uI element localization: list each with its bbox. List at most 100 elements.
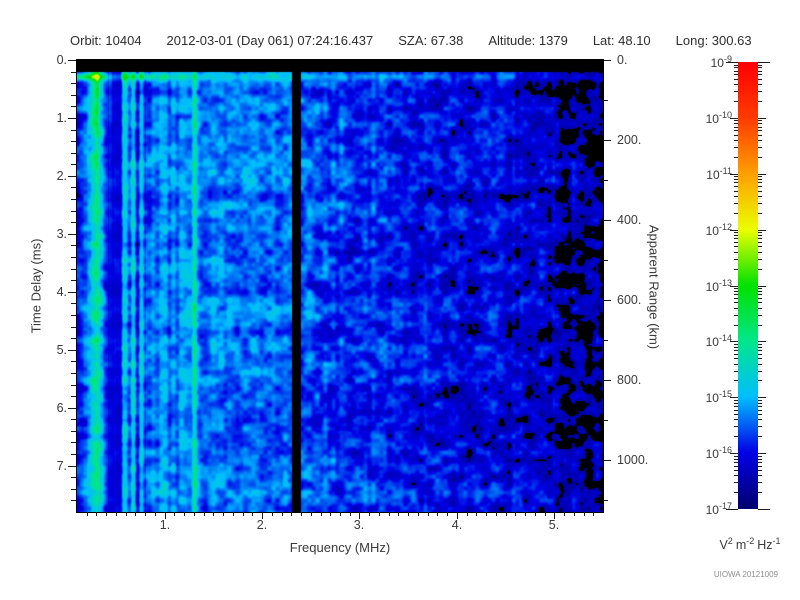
tick <box>135 512 136 516</box>
tick <box>734 203 738 204</box>
credit-text: UIOWA 20121009 <box>713 570 778 579</box>
tick <box>758 288 762 289</box>
tick <box>758 286 766 287</box>
tick <box>165 512 166 519</box>
tick-label: 4. <box>451 518 463 532</box>
tick <box>734 127 738 128</box>
tick <box>734 288 738 289</box>
colorbar-tick-label: 10-9 <box>710 54 732 70</box>
tick <box>398 512 399 516</box>
tick <box>71 257 76 258</box>
tick <box>758 426 762 427</box>
tick-label: 2. <box>256 518 268 532</box>
tick <box>758 140 762 141</box>
tick <box>68 234 76 235</box>
tick <box>71 164 76 165</box>
tick <box>758 371 762 372</box>
tick <box>564 512 565 516</box>
tick <box>734 436 738 437</box>
header-field: Lat: 48.10 <box>592 33 651 48</box>
tick <box>408 512 409 516</box>
tick <box>758 130 762 131</box>
tick <box>734 101 738 102</box>
tick <box>603 340 608 341</box>
tick <box>758 315 762 316</box>
tick <box>71 442 76 443</box>
tick <box>71 338 76 339</box>
tick <box>71 385 76 386</box>
tick <box>447 512 448 516</box>
tick <box>734 456 738 457</box>
tick <box>71 222 76 223</box>
tick <box>758 344 762 345</box>
tick <box>603 140 611 141</box>
tick <box>330 512 331 516</box>
tick <box>734 238 738 239</box>
tick <box>71 373 76 374</box>
tick <box>603 500 608 501</box>
tick <box>758 252 762 253</box>
tick <box>758 347 762 348</box>
tick <box>734 466 738 467</box>
tick <box>758 176 762 177</box>
tick <box>734 269 738 270</box>
tick <box>584 512 585 516</box>
tick <box>734 350 738 351</box>
tick <box>758 459 762 460</box>
tick <box>71 477 76 478</box>
tick <box>758 127 762 128</box>
tick <box>758 397 766 398</box>
tick <box>506 512 507 516</box>
tick <box>68 176 76 177</box>
tick <box>71 153 76 154</box>
tick <box>71 454 76 455</box>
tick <box>758 341 766 342</box>
tick <box>71 83 76 84</box>
tick <box>734 79 738 80</box>
tick <box>758 298 762 299</box>
tick <box>758 419 762 420</box>
tick <box>252 512 253 516</box>
tick-label: 400. <box>617 213 642 227</box>
tick <box>734 191 738 192</box>
tick-label: 3. <box>56 227 67 241</box>
tick-label: 3. <box>353 518 365 532</box>
tick <box>758 400 762 401</box>
tick <box>603 220 611 221</box>
tick <box>71 327 76 328</box>
tick <box>184 512 185 516</box>
tick <box>593 512 594 516</box>
tick <box>758 291 762 292</box>
tick <box>758 135 762 136</box>
tick <box>155 512 156 516</box>
tick <box>213 512 214 516</box>
tick <box>734 426 738 427</box>
tick <box>603 300 611 301</box>
tick <box>71 245 76 246</box>
tick <box>734 182 738 183</box>
tick <box>758 380 762 381</box>
tick <box>758 118 766 119</box>
spectrogram-canvas <box>77 60 603 512</box>
tick <box>758 235 762 236</box>
tick <box>730 286 738 287</box>
tick <box>428 512 429 516</box>
tick <box>68 350 76 351</box>
header-field: 2012-03-01 (Day 061) 07:24:16.437 <box>166 33 374 48</box>
tick <box>301 512 302 516</box>
tick <box>71 95 76 96</box>
tick <box>734 147 738 148</box>
tick <box>734 308 738 309</box>
header-field: Long: 300.63 <box>675 33 752 48</box>
tick <box>758 71 762 72</box>
tick <box>758 120 762 121</box>
tick <box>758 406 762 407</box>
tick <box>758 174 766 175</box>
tick <box>734 246 738 247</box>
tick <box>758 462 762 463</box>
colorbar-tick-label: 10-12 <box>705 222 732 238</box>
tick <box>734 84 738 85</box>
tick <box>68 60 76 61</box>
tick <box>486 512 487 516</box>
